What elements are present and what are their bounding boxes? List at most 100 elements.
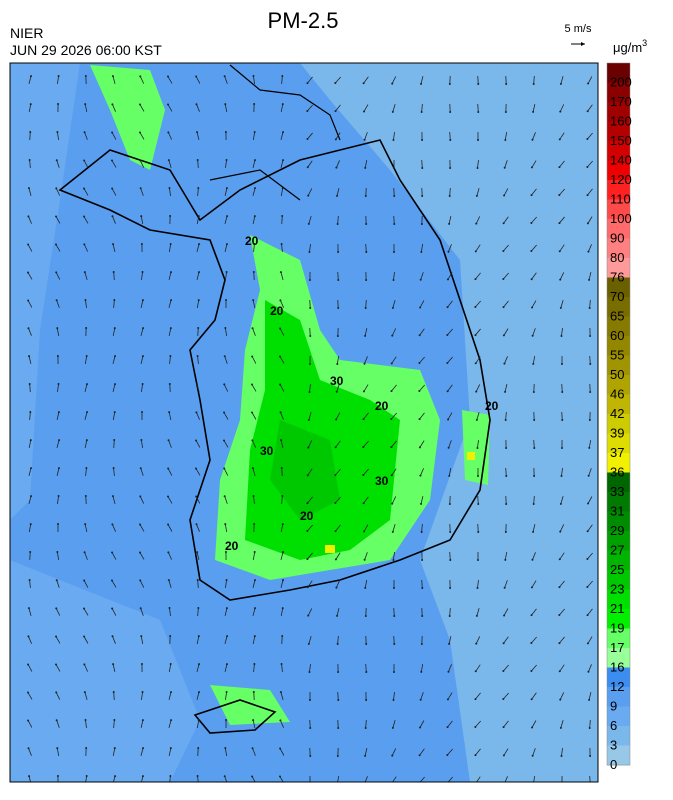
wind-arrow-head (111, 103, 113, 105)
wind-arrow-head (558, 222, 560, 224)
wind-arrow-head (363, 418, 365, 420)
wind-arrow-head (226, 243, 228, 245)
wind-arrow-head (392, 111, 394, 113)
wind-arrow-head (391, 474, 393, 476)
wind-arrow-head (365, 251, 367, 253)
unit: μg/m3 (613, 38, 647, 55)
wind-arrow-head (503, 334, 505, 336)
wind-arrow-head (30, 523, 32, 525)
wind-arrow-head (111, 131, 113, 133)
wind-arrow-head (141, 243, 143, 245)
wind-arrow-head (589, 363, 591, 365)
wind-arrow-head (27, 719, 29, 721)
wind-arrow-head (280, 691, 282, 693)
wind-arrow-head (28, 747, 30, 749)
wind-arrow-head (446, 362, 448, 364)
wind-arrow-head (391, 335, 393, 337)
wind-arrow-head (531, 306, 533, 308)
wind-arrow-head (253, 495, 255, 497)
wind-arrow-head (139, 579, 141, 581)
wind-arrow-head (309, 391, 311, 393)
wind-arrow-head (167, 104, 169, 106)
wind-arrow-head (113, 299, 115, 301)
wind-arrow-head (308, 419, 310, 421)
wind-arrow-head (252, 299, 254, 301)
wind-arrow-head (168, 187, 170, 189)
contour-label: 20 (245, 234, 259, 248)
wind-arrow-head (588, 475, 590, 477)
contour-label: 30 (375, 474, 389, 488)
wind-arrow-head (561, 391, 563, 393)
wind-arrow-head (85, 495, 87, 497)
colorbar-label: 60 (610, 328, 624, 343)
wind-arrow-head (364, 755, 366, 757)
wind-arrow-head (588, 279, 590, 281)
wind-arrow-head (589, 335, 591, 337)
wind-arrow-head (280, 439, 282, 441)
wind-arrow-head (560, 475, 562, 477)
wind-arrow-head (84, 299, 86, 301)
wind-arrow-head (30, 495, 32, 497)
wind-arrow-head (309, 363, 311, 365)
wind-arrow-head (85, 719, 87, 721)
wind-arrow (534, 440, 535, 448)
wind-arrow-head (113, 719, 115, 721)
wind-arrow-head (112, 75, 114, 77)
wind-arrow-head (335, 530, 337, 532)
wind-arrow-head (421, 223, 423, 225)
wind-arrow-head (167, 496, 169, 498)
wind-arrow-head (55, 216, 57, 218)
wind-arrow-head (254, 159, 256, 161)
wind-arrow-head (533, 475, 535, 477)
wind-arrow-head (58, 467, 60, 469)
wind-arrow-head (142, 775, 144, 777)
wind-arrow-head (113, 271, 115, 273)
wind-arrow-head (530, 250, 532, 252)
wind-arrow-head (504, 587, 506, 589)
wind-arrow-head (113, 439, 115, 441)
colorbar-label: 37 (610, 445, 624, 460)
wind-arrow-head (365, 223, 367, 225)
wind-arrow-head (589, 391, 591, 393)
wind-arrow-head (224, 775, 226, 777)
wind-arrow-head (532, 783, 534, 785)
wind-arrow-head (532, 531, 534, 533)
wind-arrow-head (139, 552, 141, 554)
wind-arrow-head (28, 607, 30, 609)
wind-arrow-head (531, 727, 533, 729)
colorbar-label: 6 (610, 718, 617, 733)
wind-arrow-head (393, 671, 395, 673)
wind-arrow-head (589, 307, 591, 309)
wind-arrow-head (86, 411, 88, 413)
wind-arrow-head (198, 719, 200, 721)
wind-arrow-head (307, 195, 309, 197)
wind-arrow-head (55, 607, 57, 609)
wind-arrow-head (503, 363, 505, 365)
wind-arrow-head (561, 447, 563, 449)
wind-arrow-head (170, 243, 172, 245)
wind-arrow-head (561, 783, 563, 785)
wind-arrow-head (226, 607, 228, 609)
wind-arrow-head (420, 671, 422, 673)
wind-scale-head (581, 42, 585, 46)
wind-arrow-head (140, 215, 142, 217)
wind-arrow-head (29, 411, 31, 413)
wind-arrow-head (140, 187, 142, 189)
wind-arrow-head (27, 692, 29, 694)
wind-arrow-head (139, 524, 141, 526)
wind-arrow-head (393, 643, 395, 645)
wind-arrow-head (558, 194, 560, 196)
wind-arrow (198, 580, 199, 588)
wind-arrow-head (139, 159, 141, 161)
wind-arrow-head (56, 747, 58, 749)
wind-arrow (478, 104, 479, 112)
wind-arrow-head (83, 636, 85, 638)
wind-arrow-head (558, 614, 560, 616)
wind-arrow-head (533, 503, 535, 505)
wind-arrow-head (505, 447, 507, 449)
wind-arrow-head (224, 355, 226, 357)
wind-arrow-head (142, 691, 144, 693)
wind-arrow-head (533, 447, 535, 449)
wind-arrow-head (364, 559, 366, 561)
wind-arrow-head (226, 635, 228, 637)
